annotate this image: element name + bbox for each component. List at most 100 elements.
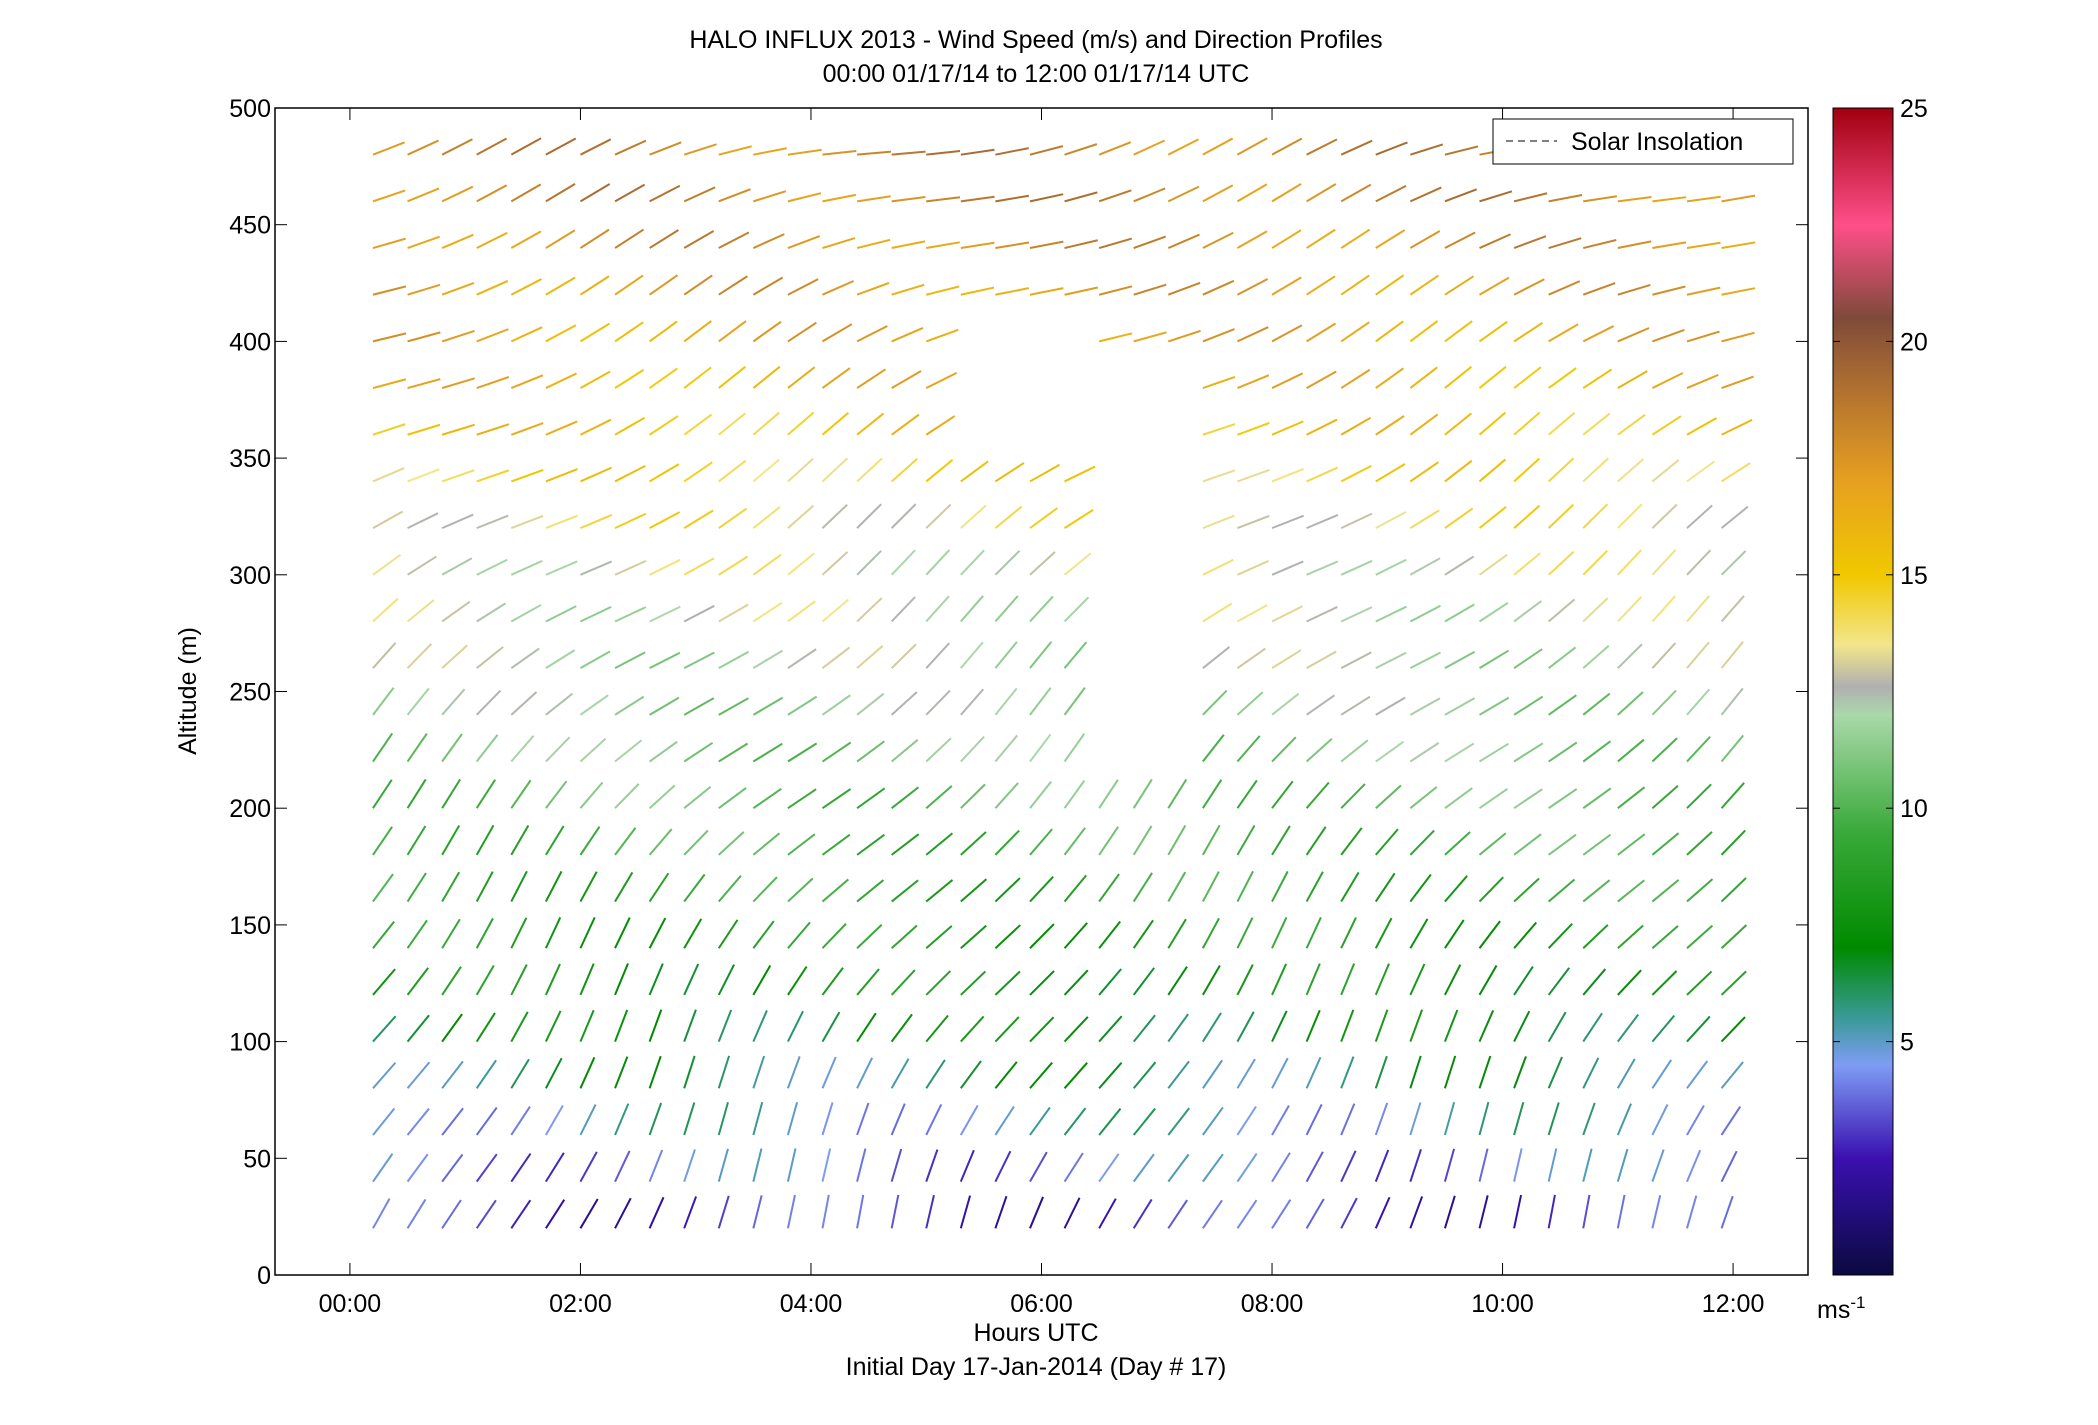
wind-barb: [1271, 963, 1288, 996]
wind-barb: [1478, 601, 1509, 623]
wind-barb: [1617, 503, 1643, 529]
wind-barb: [545, 514, 578, 530]
wind-barb: [545, 605, 577, 623]
wind-barb: [510, 422, 544, 436]
wind-barb: [960, 783, 986, 809]
wind-barb: [1651, 415, 1682, 436]
wind-barb: [372, 332, 407, 343]
wind-barb: [1167, 185, 1200, 203]
wind-barb: [1306, 560, 1339, 576]
wind-barb: [372, 642, 397, 669]
wind-barb: [787, 921, 811, 949]
wind-barb: [1374, 917, 1393, 949]
wind-barb: [752, 411, 780, 436]
wind-barb: [1306, 513, 1339, 530]
wind-barb: [1513, 411, 1541, 436]
wind-barb: [1478, 553, 1508, 576]
wind-barb: [1306, 694, 1335, 716]
wind-barb: [614, 139, 647, 156]
wind-barb: [752, 320, 782, 343]
wind-barb: [1720, 734, 1745, 763]
wind-barb: [1617, 196, 1652, 203]
wind-barb: [649, 141, 682, 156]
wind-barb: [1063, 1152, 1084, 1183]
wind-barb: [1582, 1012, 1603, 1043]
wind-barb: [1374, 1149, 1390, 1183]
wind-barb: [1444, 831, 1471, 856]
wind-barb: [510, 917, 528, 949]
wind-barb: [683, 230, 715, 249]
wind-barb: [1617, 924, 1644, 949]
wind-barb: [821, 323, 853, 343]
wind-barb: [1237, 422, 1270, 436]
wind-barb: [718, 231, 750, 249]
wind-barb: [1513, 966, 1534, 996]
wind-barb: [510, 870, 528, 903]
wind-barb: [476, 602, 507, 623]
wind-barb: [821, 878, 849, 903]
wind-barb: [579, 694, 609, 716]
wind-barb: [1202, 231, 1234, 249]
wind-barb: [1305, 916, 1322, 949]
wind-barb: [1202, 1012, 1222, 1043]
wind-barb: [510, 278, 542, 296]
wind-barb: [1582, 1194, 1591, 1229]
wind-barb: [407, 378, 441, 390]
wind-barb: [1617, 738, 1645, 763]
wind-barb: [614, 651, 646, 670]
wind-barb: [1409, 186, 1442, 203]
wind-barb: [1582, 503, 1609, 529]
wind-barb: [1375, 740, 1405, 763]
wind-barb: [752, 1055, 766, 1089]
wind-barb: [890, 1013, 913, 1043]
wind-barb: [1478, 832, 1507, 856]
wind-barb: [614, 827, 637, 856]
wind-barb: [614, 963, 629, 996]
wind-barb: [406, 872, 427, 903]
wind-barb: [614, 228, 645, 249]
wind-barb: [1478, 276, 1510, 296]
wind-barb: [1029, 240, 1064, 250]
wind-barb: [752, 876, 778, 903]
wind-barb: [1375, 415, 1405, 436]
wind-barb: [753, 147, 787, 156]
wind-barb: [890, 1194, 900, 1229]
wind-barb: [856, 368, 887, 389]
wind-barb: [1133, 283, 1167, 296]
wind-barb: [1167, 871, 1187, 903]
wind-barb: [1167, 1060, 1190, 1089]
wind-barb: [1547, 1102, 1560, 1136]
wind-barb: [1133, 235, 1167, 249]
wind-barb: [994, 505, 1023, 529]
wind-barb: [1444, 650, 1476, 670]
wind-barb: [1098, 1062, 1123, 1089]
wind-barb: [994, 462, 1025, 483]
wind-barb: [1374, 963, 1390, 996]
wind-barb: [1513, 321, 1544, 343]
wind-barb: [1236, 604, 1268, 623]
wind-barb: [718, 507, 748, 529]
wind-barb: [1513, 877, 1540, 903]
y-tick-label: 500: [229, 95, 271, 123]
wind-barb: [925, 503, 952, 529]
wind-barb: [856, 1057, 874, 1089]
wind-barb: [1202, 964, 1221, 996]
wind-barb: [1444, 697, 1476, 716]
wind-barb: [614, 739, 643, 763]
wind-barb: [1098, 920, 1121, 949]
wind-barb: [1064, 191, 1098, 203]
wind-barb: [1686, 195, 1721, 203]
wind-barb: [648, 963, 664, 996]
wind-barb: [1271, 372, 1304, 389]
wind-barb: [510, 326, 543, 343]
wind-barb: [787, 504, 815, 529]
wind-barb: [648, 828, 673, 856]
wind-barb: [1444, 231, 1476, 249]
wind-barb: [1237, 559, 1269, 576]
wind-barb: [1133, 187, 1166, 203]
wind-barb: [406, 732, 428, 763]
wind-barb: [1651, 372, 1684, 389]
x-axis: 00:00 02:00 04:00 06:00 08:00 10:00 12:00: [319, 108, 1764, 1318]
wind-barb: [856, 1012, 877, 1043]
wind-barb: [1340, 1056, 1355, 1089]
